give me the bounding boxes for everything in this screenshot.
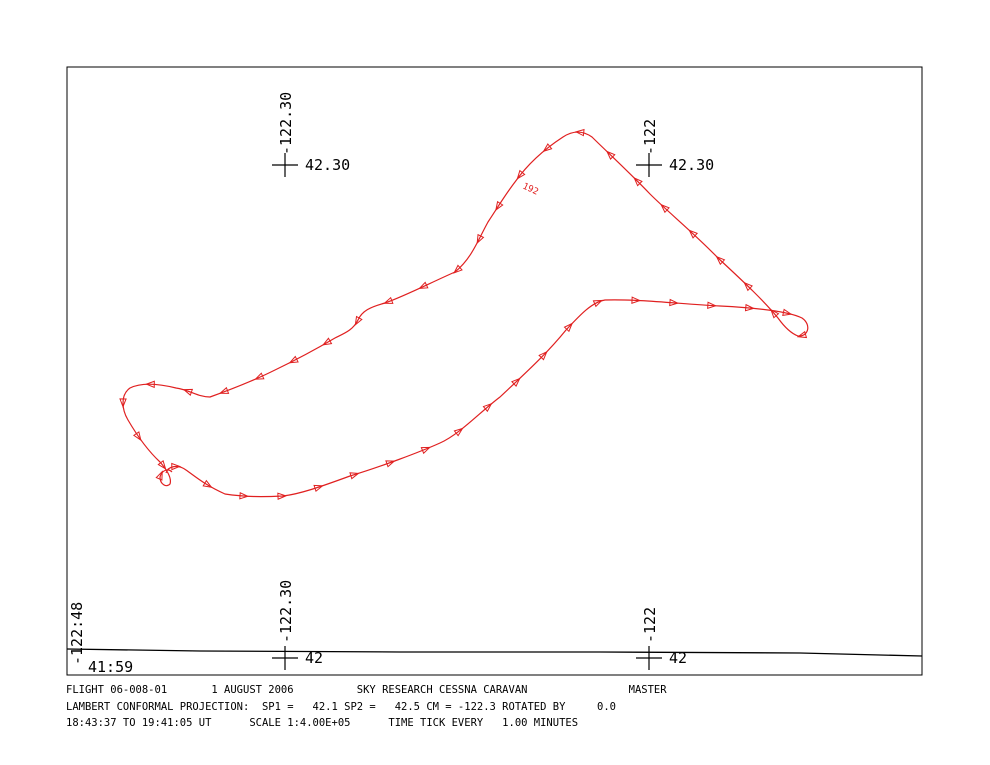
grid-label-top-left-lat: 42.30 (305, 156, 350, 174)
time-tick-marker (119, 398, 127, 409)
time-tick-marker (476, 233, 485, 245)
time-tick-marker (453, 264, 463, 274)
map-frame (66, 66, 923, 676)
time-tick-marker (453, 427, 464, 437)
time-tick-marker (145, 380, 155, 389)
time-tick-marker (563, 322, 574, 333)
time-tick-marker (420, 446, 432, 455)
time-tick-marker (782, 308, 793, 317)
time-tick-marker (313, 484, 324, 493)
time-tick-marker (239, 491, 250, 500)
time-tick-marker (155, 470, 163, 481)
time-tick-marker (542, 143, 553, 153)
time-tick-marker (511, 377, 521, 387)
time-tick-marker (770, 308, 780, 319)
time-tick-marker (715, 255, 726, 266)
time-tick-marker (796, 330, 808, 339)
time-tick-marker (218, 386, 230, 394)
time-tick-marker (418, 281, 429, 290)
time-tick-marker (574, 128, 585, 137)
time-tick-marker (516, 169, 526, 180)
grid-label-bottom-right-lat: 42 (669, 649, 687, 667)
time-tick-marker (383, 296, 394, 304)
time-tick-marker (495, 200, 504, 212)
grid-label-top-left-lon: -122.30 (277, 92, 295, 155)
time-tick-marker (633, 176, 643, 187)
ground-boundary-line (66, 648, 923, 657)
time-tick-marker (744, 303, 755, 312)
time-tick-marker (288, 355, 299, 364)
time-tick-marker (157, 459, 167, 470)
time-tick-marker (277, 492, 288, 501)
flight-track-path (122, 131, 809, 498)
time-tick-marker (707, 301, 718, 310)
grid-label-top-right-lat: 42.30 (669, 156, 714, 174)
time-tick-marker (538, 350, 548, 361)
time-tick-marker (660, 203, 670, 214)
time-tick-marker (254, 372, 265, 380)
time-tick-marker (669, 298, 680, 307)
time-tick-marker (354, 315, 363, 327)
time-tick-marker (482, 402, 493, 413)
grid-label-bottom-left-lat: 42 (305, 649, 323, 667)
time-tick-marker (171, 462, 182, 471)
time-tick-marker (132, 431, 142, 442)
grid-label-bottom-right-lon: -122 (641, 607, 659, 643)
time-tick-marker (688, 229, 699, 239)
grid-cross-bottom-right (636, 646, 662, 670)
grid-label-bottom-left-lon: -122.30 (277, 580, 295, 643)
footer-time-scale-info: 18:43:37 TO 19:41:05 UT SCALE 1:4.00E+05… (66, 717, 579, 729)
time-tick-marker (631, 296, 642, 304)
time-tick-marker (592, 299, 604, 308)
footer-flight-info: FLIGHT 06-008-01 1 AUGUST 2006 SKY RESEA… (66, 684, 667, 696)
track-annotation-label: 192 (521, 182, 540, 198)
time-tick-markers (119, 128, 808, 501)
grid-cross-top-left (272, 153, 298, 177)
time-tick-marker (605, 150, 616, 160)
grid-cross-bottom-left (272, 646, 298, 670)
grid-label-corner-lon: -122:48 (68, 602, 86, 665)
grid-label-top-right-lon: -122 (641, 119, 659, 155)
grid-cross-top-right (636, 153, 662, 177)
time-tick-marker (743, 281, 753, 292)
footer-projection-info: LAMBERT CONFORMAL PROJECTION: SP1 = 42.1… (66, 701, 616, 713)
time-tick-marker (321, 337, 333, 346)
time-tick-marker (182, 388, 194, 396)
time-tick-marker (202, 479, 213, 489)
grid-label-corner-lat: 41:59 (88, 658, 133, 676)
time-tick-marker (349, 472, 360, 480)
time-tick-marker (385, 460, 396, 468)
